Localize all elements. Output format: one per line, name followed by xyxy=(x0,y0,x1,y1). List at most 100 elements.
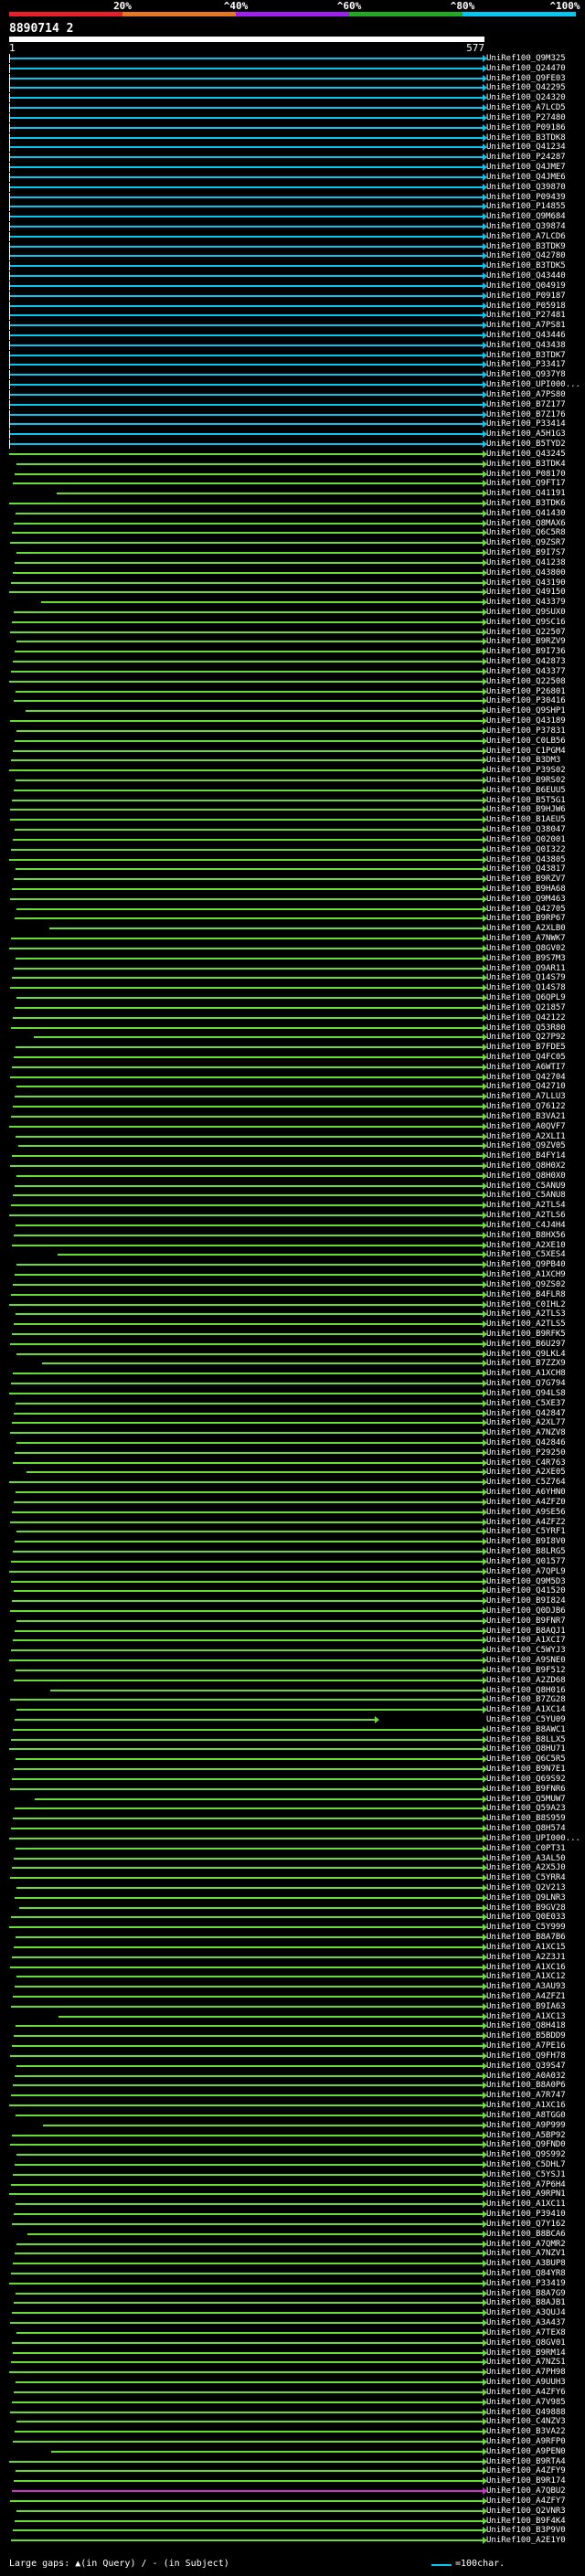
hit-id-link[interactable]: UniRef100_B3VA22 xyxy=(486,2427,566,2437)
hit-id-link[interactable]: UniRef100_Q59A23 xyxy=(486,1804,566,1814)
hit-row[interactable]: UniRef100_Q42846 xyxy=(0,1438,585,1447)
hit-id-link[interactable]: UniRef100_Q9FE03 xyxy=(486,73,566,83)
hit-id-link[interactable]: UniRef100_A1XCI7 xyxy=(486,1636,566,1646)
hit-row[interactable]: UniRef100_Q42295 xyxy=(0,83,585,93)
hit-row[interactable]: UniRef100_A9UUH3 xyxy=(0,2378,585,2387)
hit-row[interactable]: UniRef100_Q6C5R8 xyxy=(0,528,585,537)
hit-id-link[interactable]: UniRef100_Q9SC16 xyxy=(486,617,566,627)
hit-row[interactable]: UniRef100_Q8H0X2 xyxy=(0,1161,585,1171)
hit-row[interactable]: UniRef100_Q6C5R5 xyxy=(0,1754,585,1764)
hit-id-link[interactable]: UniRef100_A7NZV1 xyxy=(486,2249,566,2259)
hit-row[interactable]: UniRef100_Q53R80 xyxy=(0,1023,585,1033)
hit-row[interactable]: UniRef100_B9I7S7 xyxy=(0,548,585,557)
hit-row[interactable]: UniRef100_C5YRR4 xyxy=(0,1873,585,1882)
hit-row[interactable]: UniRef100_B7Z176 xyxy=(0,409,585,419)
hit-row[interactable]: UniRef100_C1PGM4 xyxy=(0,747,585,756)
hit-id-link[interactable]: UniRef100_Q0I322 xyxy=(486,844,566,854)
hit-id-link[interactable]: UniRef100_A1XCH8 xyxy=(486,1369,566,1379)
hit-row[interactable]: UniRef100_B3TDK7 xyxy=(0,350,585,360)
hit-id-link[interactable]: UniRef100_A2TLS5 xyxy=(486,1320,566,1330)
hit-id-link[interactable]: UniRef100_Q49150 xyxy=(486,588,566,598)
hit-row[interactable]: UniRef100_P27480 xyxy=(0,112,585,122)
hit-id-link[interactable]: UniRef100_Q22507 xyxy=(486,627,566,637)
hit-row[interactable]: UniRef100_B9I736 xyxy=(0,647,585,656)
hit-row[interactable]: UniRef100_Q39870 xyxy=(0,182,585,192)
hit-row[interactable]: UniRef100_B9RM14 xyxy=(0,2348,585,2358)
hit-id-link[interactable]: UniRef100_Q49888 xyxy=(486,2407,566,2417)
hit-row[interactable]: UniRef100_Q9FE03 xyxy=(0,73,585,83)
hit-row[interactable]: UniRef100_A7LLU3 xyxy=(0,1092,585,1101)
hit-id-link[interactable]: UniRef100_A9RFP0 xyxy=(486,2436,566,2446)
hit-row[interactable]: UniRef100_Q22508 xyxy=(0,677,585,686)
hit-id-link[interactable]: UniRef100_Q94LS8 xyxy=(486,1388,566,1398)
hit-row[interactable]: UniRef100_Q43440 xyxy=(0,271,585,281)
hit-id-link[interactable]: UniRef100_A4ZFZ0 xyxy=(486,1497,566,1507)
hit-row[interactable]: UniRef100_Q8HU71 xyxy=(0,1744,585,1754)
hit-id-link[interactable]: UniRef100_B6EUU5 xyxy=(486,785,566,795)
hit-id-link[interactable]: UniRef100_A7NWK7 xyxy=(486,934,566,944)
hit-row[interactable]: UniRef100_B8S959 xyxy=(0,1814,585,1823)
hit-row[interactable]: UniRef100_B5T5G1 xyxy=(0,796,585,805)
hit-id-link[interactable]: UniRef100_A2XE10 xyxy=(486,1240,566,1250)
hit-id-link[interactable]: UniRef100_Q42873 xyxy=(486,657,566,667)
hit-id-link[interactable]: UniRef100_A9P999 xyxy=(486,2120,566,2130)
hit-id-link[interactable]: UniRef100_A1XC14 xyxy=(486,1705,566,1715)
hit-id-link[interactable]: UniRef100_B6U297 xyxy=(486,1339,566,1349)
hit-id-link[interactable]: UniRef100_B8AJB1 xyxy=(486,2298,566,2308)
hit-id-link[interactable]: UniRef100_Q2VNR3 xyxy=(486,2506,566,2516)
hit-row[interactable]: UniRef100_Q9PB40 xyxy=(0,1260,585,1269)
hit-id-link[interactable]: UniRef100_A2XE05 xyxy=(486,1468,566,1478)
hit-row[interactable]: UniRef100_P37831 xyxy=(0,726,585,736)
hit-row[interactable]: UniRef100_A9PEN0 xyxy=(0,2447,585,2456)
hit-row[interactable]: UniRef100_Q9FND0 xyxy=(0,2140,585,2149)
hit-row[interactable]: UniRef100_Q14S79 xyxy=(0,973,585,982)
hit-row[interactable]: UniRef100_B9RP67 xyxy=(0,914,585,923)
hit-row[interactable]: UniRef100_A2TLS4 xyxy=(0,1201,585,1210)
hit-id-link[interactable]: UniRef100_B9N7E1 xyxy=(486,1765,566,1775)
hit-id-link[interactable]: UniRef100_A7V985 xyxy=(486,2397,566,2407)
hit-id-link[interactable]: UniRef100_A1XC16 xyxy=(486,1962,566,1972)
hit-row[interactable]: UniRef100_A2E1Y0 xyxy=(0,2536,585,2545)
hit-row[interactable]: UniRef100_UPI000... xyxy=(0,1834,585,1843)
hit-id-link[interactable]: UniRef100_Q8H016 xyxy=(486,1685,566,1695)
hit-id-link[interactable]: UniRef100_B9R174 xyxy=(486,2476,566,2486)
hit-id-link[interactable]: UniRef100_A9PEN0 xyxy=(486,2446,566,2456)
hit-id-link[interactable]: UniRef100_Q42705 xyxy=(486,904,566,914)
hit-id-link[interactable]: UniRef100_B7FDE5 xyxy=(486,1043,566,1053)
hit-row[interactable]: UniRef100_A7QMR2 xyxy=(0,2240,585,2249)
hit-row[interactable]: UniRef100_A2TLS5 xyxy=(0,1320,585,1329)
hit-id-link[interactable]: UniRef100_UPI000... xyxy=(486,1833,580,1843)
hit-row[interactable]: UniRef100_Q41191 xyxy=(0,489,585,498)
hit-row[interactable]: UniRef100_Q43189 xyxy=(0,716,585,726)
hit-row[interactable]: UniRef100_B9RTA4 xyxy=(0,2457,585,2466)
hit-row[interactable]: UniRef100_A7V985 xyxy=(0,2398,585,2407)
hit-id-link[interactable]: UniRef100_C5WYJ3 xyxy=(486,1646,566,1656)
hit-id-link[interactable]: UniRef100_Q43377 xyxy=(486,666,566,676)
hit-id-link[interactable]: UniRef100_Q9M325 xyxy=(486,54,566,63)
hit-row[interactable]: UniRef100_P30416 xyxy=(0,696,585,705)
hit-id-link[interactable]: UniRef100_A6WTI7 xyxy=(486,1062,566,1072)
hit-row[interactable]: UniRef100_C5ANU8 xyxy=(0,1191,585,1200)
hit-row[interactable]: UniRef100_A9P999 xyxy=(0,2121,585,2130)
hit-row[interactable]: UniRef100_P39410 xyxy=(0,2210,585,2219)
hit-row[interactable]: UniRef100_Q0E033 xyxy=(0,1913,585,1922)
hit-id-link[interactable]: UniRef100_Q43817 xyxy=(486,864,566,875)
hit-id-link[interactable]: UniRef100_A5H1G3 xyxy=(486,429,566,440)
hit-row[interactable]: UniRef100_Q42710 xyxy=(0,1082,585,1091)
hit-row[interactable]: UniRef100_Q9ZS02 xyxy=(0,1280,585,1289)
hit-id-link[interactable]: UniRef100_B4FY14 xyxy=(486,1151,566,1161)
hit-id-link[interactable]: UniRef100_B7Z177 xyxy=(486,399,566,409)
hit-row[interactable]: UniRef100_A7QPL9 xyxy=(0,1567,585,1576)
hit-id-link[interactable]: UniRef100_B3TDK9 xyxy=(486,241,566,251)
hit-id-link[interactable]: UniRef100_P09186 xyxy=(486,122,566,133)
hit-id-link[interactable]: UniRef100_A2XLB0 xyxy=(486,924,566,934)
hit-row[interactable]: UniRef100_P09186 xyxy=(0,122,585,133)
hit-row[interactable]: UniRef100_A3AL50 xyxy=(0,1854,585,1863)
hit-row[interactable]: UniRef100_B5BDD9 xyxy=(0,2031,585,2041)
hit-id-link[interactable]: UniRef100_Q9FH78 xyxy=(486,2051,566,2061)
hit-row[interactable]: UniRef100_B9HA68 xyxy=(0,885,585,894)
hit-row[interactable]: UniRef100_Q8H0X0 xyxy=(0,1171,585,1181)
hit-id-link[interactable]: UniRef100_Q38047 xyxy=(486,825,566,835)
hit-id-link[interactable]: UniRef100_Q43800 xyxy=(486,567,566,578)
hit-id-link[interactable]: UniRef100_A1XC12 xyxy=(486,1972,566,1982)
